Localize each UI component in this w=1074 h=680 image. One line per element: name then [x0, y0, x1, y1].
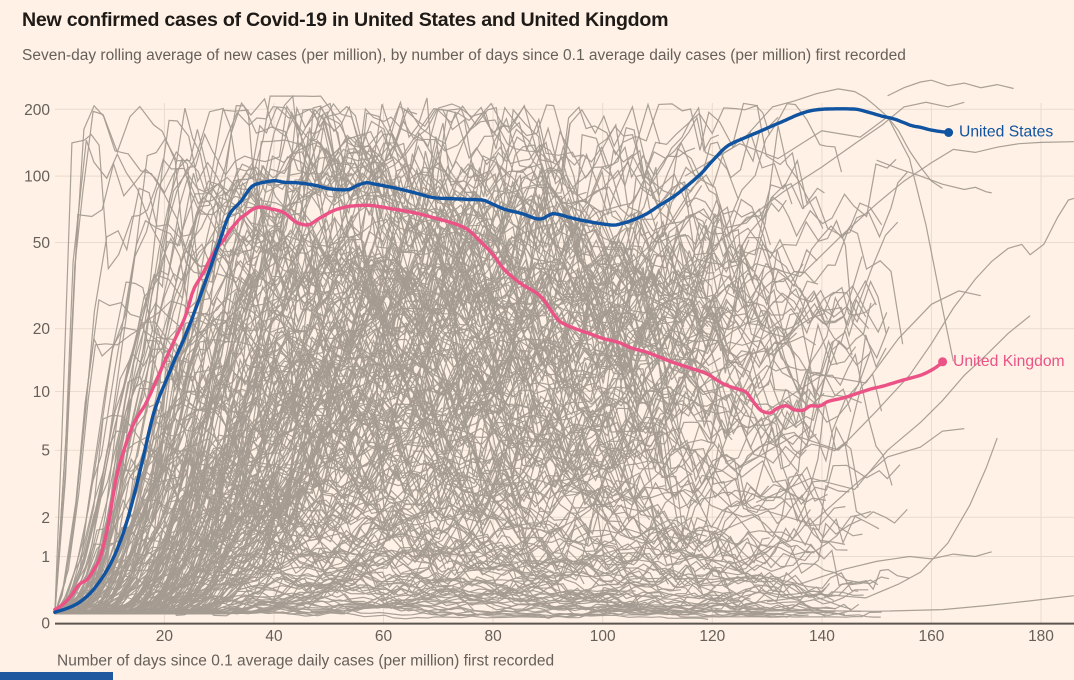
svg-text:100: 100	[590, 628, 616, 645]
svg-text:0: 0	[41, 616, 50, 633]
svg-text:5: 5	[41, 443, 50, 460]
svg-text:100: 100	[24, 169, 50, 186]
svg-text:20: 20	[156, 628, 174, 645]
svg-text:200: 200	[24, 102, 50, 119]
svg-text:Number of days since 0.1 avera: Number of days since 0.1 average daily c…	[57, 653, 554, 670]
svg-text:140: 140	[809, 628, 835, 645]
svg-text:80: 80	[484, 628, 502, 645]
svg-text:2: 2	[41, 510, 50, 527]
svg-text:160: 160	[918, 628, 944, 645]
svg-text:180: 180	[1028, 628, 1054, 645]
svg-text:50: 50	[33, 235, 51, 252]
svg-text:10: 10	[33, 384, 51, 401]
svg-text:20: 20	[33, 321, 51, 338]
svg-text:120: 120	[699, 628, 725, 645]
svg-text:40: 40	[265, 628, 283, 645]
svg-text:United States: United States	[959, 124, 1053, 141]
svg-text:1: 1	[41, 549, 50, 566]
svg-text:United Kingdom: United Kingdom	[953, 353, 1065, 370]
svg-text:60: 60	[375, 628, 393, 645]
